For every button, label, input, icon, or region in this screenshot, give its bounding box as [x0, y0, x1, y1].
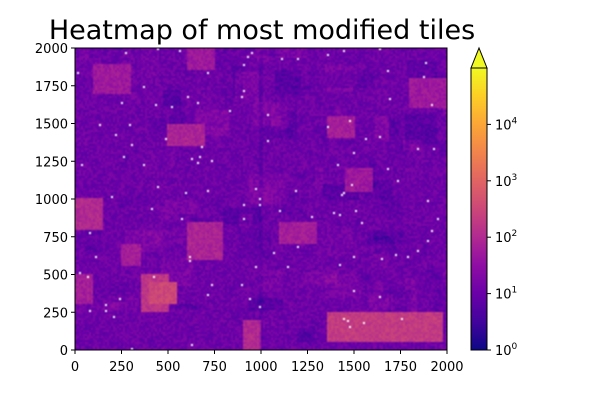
colorbar-tick-label: 102	[495, 229, 517, 246]
colorbar-tick-label: 104	[495, 116, 518, 133]
chart-title: Heatmap of most modified tiles	[49, 15, 475, 46]
colorbar-tick-label: 101	[495, 286, 517, 303]
x-tick-label: 2000	[430, 360, 463, 375]
y-tick-label: 750	[43, 231, 68, 246]
heatmap-image	[75, 48, 447, 350]
x-tick-label: 1000	[244, 360, 277, 375]
colorbar-ticks: 100 101 102 103 104	[487, 116, 518, 359]
x-tick-label: 1750	[384, 360, 417, 375]
colorbar-gradient	[471, 68, 487, 350]
y-tick-label: 2000	[35, 42, 68, 57]
y-tick-label: 250	[43, 306, 68, 321]
x-tick-label: 500	[156, 360, 181, 375]
x-axis: 0 250 500 750 1000 1250 1500 1750 2000	[71, 350, 464, 375]
x-tick-label: 0	[71, 360, 79, 375]
y-tick-label: 1500	[35, 118, 68, 133]
colorbar: 100 101 102 103 104	[470, 46, 518, 359]
x-tick-label: 250	[109, 360, 134, 375]
x-tick-label: 750	[202, 360, 227, 375]
x-tick-label: 1500	[337, 360, 370, 375]
y-tick-label: 500	[43, 269, 68, 284]
colorbar-tick-label: 103	[495, 173, 517, 190]
x-tick-label: 1250	[291, 360, 324, 375]
y-tick-label: 0	[60, 344, 68, 359]
y-tick-label: 1750	[35, 80, 68, 95]
colorbar-tick-label: 100	[495, 342, 518, 359]
y-tick-label: 1250	[35, 155, 68, 170]
colorbar-extend-triangle	[470, 46, 488, 69]
y-axis: 0 250 500 750 1000 1250 1500 1750 2000	[35, 42, 75, 359]
y-tick-label: 1000	[35, 193, 68, 208]
colorbar-frame	[470, 67, 488, 351]
heatmap-plot-area	[74, 47, 448, 351]
